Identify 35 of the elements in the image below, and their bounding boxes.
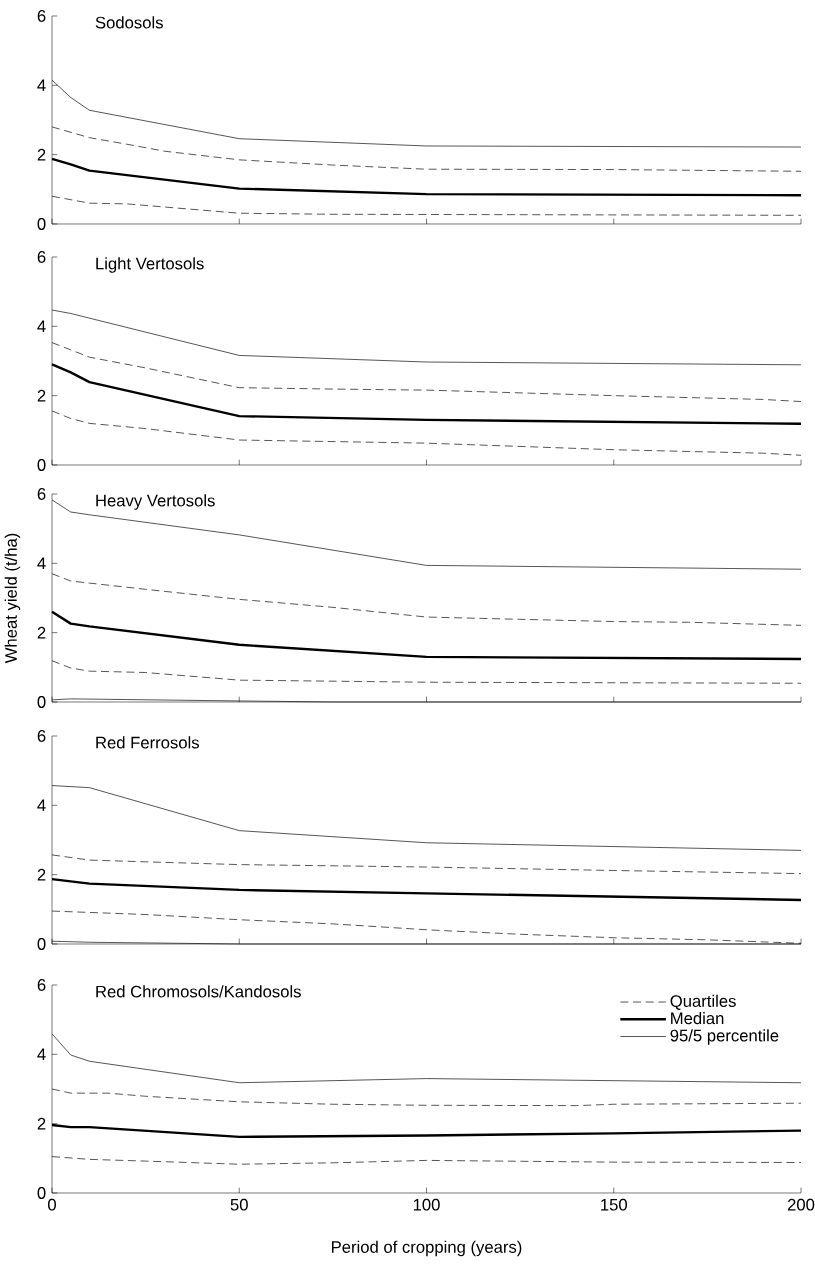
chart-title: Red Ferrosols: [96, 736, 199, 749]
y-tick-label: 0: [37, 696, 46, 708]
legend-label: 95/5 percentile: [670, 1029, 779, 1045]
y-tick-label: 4: [37, 320, 46, 333]
legend-label: Quartiles: [670, 994, 736, 1010]
y-tick-label: 0: [37, 938, 46, 950]
x-axis-title: Period of cropping (years): [331, 1240, 522, 1257]
x-tick-label: 150: [601, 1198, 627, 1211]
chart-title: Red Chromosols/Kandosols: [96, 985, 301, 998]
y-tick-label: 6: [37, 488, 46, 500]
y-tick-label: 2: [37, 389, 46, 402]
y-tick-label: 4: [37, 79, 46, 92]
y-tick-label: 2: [37, 868, 46, 881]
chart-title: Sodosols: [95, 16, 163, 29]
y-tick-label: 6: [37, 251, 46, 263]
y-tick-label: 2: [37, 626, 46, 639]
y-tick-label: 4: [37, 799, 46, 812]
x-tick-label: 50: [230, 1198, 248, 1211]
chart-title: Light Vertosols: [96, 257, 204, 273]
legend-label: Median: [671, 1011, 724, 1025]
y-tick-label: 4: [37, 1048, 46, 1061]
y-tick-label: 0: [37, 218, 46, 230]
x-tick-label: 200: [787, 1198, 815, 1211]
y-axis-title: Wheat yield (t/ha): [4, 533, 21, 664]
y-tick-label: 6: [37, 979, 46, 991]
y-tick-label: 2: [37, 148, 46, 161]
y-tick-label: 4: [37, 557, 46, 570]
y-tick-label: 0: [37, 1187, 46, 1199]
y-tick-label: 6: [37, 730, 46, 742]
y-tick-label: 2: [37, 1117, 46, 1130]
chart-title: Heavy Vertosols: [96, 494, 215, 510]
x-tick-label: 100: [413, 1198, 440, 1211]
y-tick-label: 0: [37, 459, 46, 471]
x-tick-label: 0: [48, 1198, 56, 1211]
y-tick-label: 6: [37, 10, 46, 22]
